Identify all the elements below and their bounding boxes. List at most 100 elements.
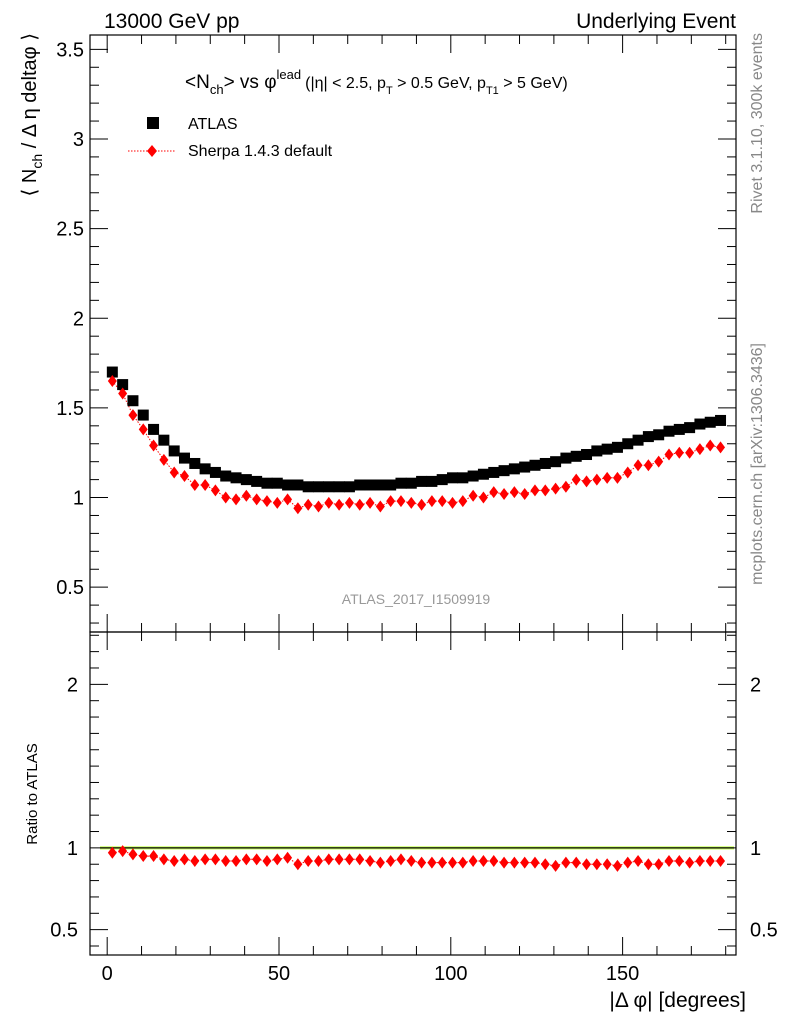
atlas-point xyxy=(457,472,469,484)
ratio-point xyxy=(437,856,447,869)
atlas-point xyxy=(158,434,170,446)
sherpa-point xyxy=(499,487,509,500)
sherpa-point xyxy=(468,489,478,502)
atlas-points xyxy=(106,366,727,493)
sherpa-point xyxy=(478,491,488,504)
sherpa-point xyxy=(169,466,179,479)
legend-label-atlas: ATLAS xyxy=(188,116,238,133)
atlas-point xyxy=(230,472,242,484)
ratio-point xyxy=(272,853,282,866)
ratio-point xyxy=(231,854,241,867)
sherpa-point xyxy=(149,439,159,452)
atlas-point xyxy=(323,481,335,493)
sherpa-point xyxy=(695,443,705,456)
atlas-point xyxy=(591,445,603,457)
ratio-point xyxy=(499,856,509,869)
atlas-point xyxy=(261,477,273,489)
main-title: <Nch> vs φlead(|η| < 2.5, pT > 0.5 GeV, … xyxy=(185,67,568,97)
ratio-point xyxy=(179,853,189,866)
atlas-point xyxy=(673,423,685,435)
atlas-point xyxy=(106,366,118,378)
main-y-axis-label: ⟨ Nch / Δ η deltaφ ⟩ xyxy=(19,33,45,196)
sherpa-point xyxy=(540,484,550,497)
header-right: Underlying Event xyxy=(576,10,736,33)
atlas-point xyxy=(302,481,314,493)
atlas-point xyxy=(416,475,428,487)
atlas-point xyxy=(715,414,727,426)
sherpa-point xyxy=(159,453,169,466)
atlas-point xyxy=(436,474,448,486)
atlas-point xyxy=(477,468,489,480)
sherpa-point xyxy=(643,459,653,472)
sherpa-point xyxy=(716,441,726,454)
ratio-point xyxy=(252,853,262,866)
header-left: 13000 GeV pp xyxy=(104,10,239,33)
x-tick-label: 50 xyxy=(268,963,290,985)
ratio-point xyxy=(344,853,354,866)
sherpa-point xyxy=(252,493,262,506)
sherpa-point xyxy=(128,409,138,422)
title-sup: lead xyxy=(277,67,302,82)
ratio-point xyxy=(592,858,602,871)
ratio-point xyxy=(365,854,375,867)
ratio-y-tick-label: 1 xyxy=(67,838,78,860)
atlas-point xyxy=(189,457,201,469)
atlas-point xyxy=(632,434,644,446)
atlas-point xyxy=(611,441,623,453)
sherpa-point xyxy=(674,446,684,459)
atlas-point xyxy=(220,470,232,482)
sherpa-point xyxy=(551,482,561,495)
atlas-point xyxy=(642,431,654,443)
atlas-point xyxy=(343,481,355,493)
atlas-point xyxy=(663,425,675,437)
atlas-point xyxy=(519,461,531,473)
atlas-point xyxy=(168,445,180,457)
sherpa-point xyxy=(241,489,251,502)
title-lhs-sub: ch xyxy=(210,82,224,97)
title-cut1-sub: T xyxy=(386,85,393,97)
sherpa-point xyxy=(592,473,602,486)
x-tick-label: 0 xyxy=(102,963,113,985)
ratio-y-tick-label-right: 2 xyxy=(750,674,761,696)
atlas-point xyxy=(199,463,211,475)
atlas-point xyxy=(385,479,397,491)
sherpa-point xyxy=(602,471,612,484)
legend-marker-sherpa xyxy=(147,145,157,157)
main-axis-ticks: 0.5 1 1.5 2 2.5 3 3.5 xyxy=(56,35,736,632)
sherpa-point xyxy=(314,500,324,513)
ratio-point xyxy=(200,853,210,866)
sherpa-point xyxy=(365,496,375,509)
title-lhs: <N xyxy=(185,72,210,93)
sherpa-point xyxy=(303,498,313,511)
ratio-point xyxy=(633,854,643,867)
sherpa-point xyxy=(221,491,231,504)
main-y-tick-label: 1 xyxy=(73,488,84,510)
sherpa-point xyxy=(520,487,530,500)
x-tick-label: 100 xyxy=(434,963,467,985)
title-cut3: > 5 GeV) xyxy=(499,75,568,92)
ratio-point xyxy=(716,854,726,867)
sherpa-point xyxy=(437,495,447,508)
sherpa-point xyxy=(509,486,519,499)
sherpa-point xyxy=(138,423,148,436)
ratio-point xyxy=(324,853,334,866)
sherpa-point xyxy=(334,498,344,511)
ratio-point xyxy=(478,854,488,867)
sherpa-point xyxy=(448,496,458,509)
ratio-point xyxy=(674,854,684,867)
atlas-point xyxy=(271,477,283,489)
atlas-point xyxy=(117,379,129,391)
ylabel-b: / Δ η deltaφ ⟩ xyxy=(19,33,41,154)
atlas-point xyxy=(539,457,551,469)
sherpa-point xyxy=(344,496,354,509)
atlas-point xyxy=(374,479,386,491)
atlas-point xyxy=(240,474,252,486)
atlas-point xyxy=(622,438,634,450)
atlas-point xyxy=(570,450,582,462)
atlas-point xyxy=(395,477,407,489)
atlas-point xyxy=(333,481,345,493)
sherpa-point xyxy=(324,496,334,509)
ratio-point xyxy=(210,853,220,866)
ratio-point xyxy=(571,856,581,869)
